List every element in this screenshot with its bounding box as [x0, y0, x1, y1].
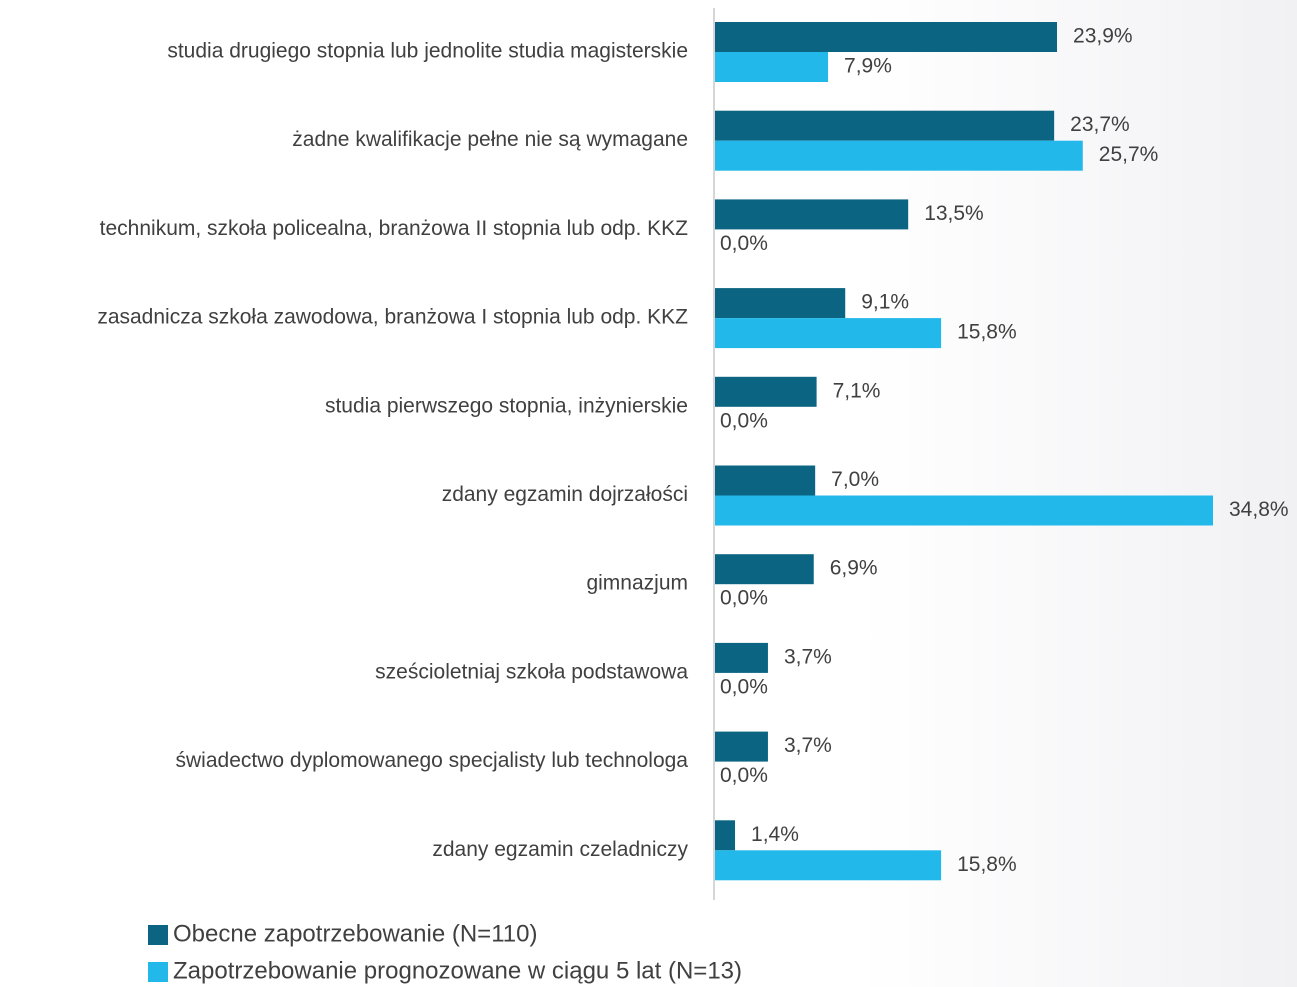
bar	[715, 318, 942, 349]
value-label: 3,7%	[784, 734, 832, 757]
value-label: 0,0%	[720, 587, 768, 610]
category-label: studia drugiego stopnia lub jednolite st…	[167, 40, 688, 63]
value-label: 0,0%	[720, 764, 768, 787]
bar	[715, 642, 768, 673]
category-label: żadne kwalifikacje pełne nie są wymagane	[292, 128, 688, 151]
value-label: 7,0%	[831, 468, 879, 491]
value-label: 9,1%	[861, 291, 909, 314]
value-label: 6,9%	[830, 557, 878, 580]
bar	[715, 199, 909, 230]
value-label: 34,8%	[1229, 498, 1289, 521]
category-label: zasadnicza szkoła zawodowa, branżowa I s…	[97, 306, 688, 329]
value-label: 0,0%	[720, 232, 768, 255]
legend-label: Obecne zapotrzebowanie (N=110)	[173, 920, 537, 947]
bar	[715, 52, 829, 82]
bar	[715, 288, 846, 319]
value-label: 15,8%	[957, 321, 1017, 344]
value-label: 23,9%	[1073, 25, 1133, 48]
bar	[715, 376, 817, 407]
category-label: świadectwo dyplomowanego specjalisty lub…	[176, 749, 689, 772]
category-label: zdany egzamin dojrzałości	[442, 483, 688, 506]
bar	[715, 140, 1083, 171]
bar	[715, 731, 768, 762]
legend-swatch	[148, 925, 168, 945]
value-label: 7,9%	[844, 55, 892, 78]
bar	[715, 850, 942, 881]
value-label: 25,7%	[1099, 143, 1159, 166]
category-label: sześcioletniaj szkoła podstawowa	[375, 660, 688, 683]
value-label: 7,1%	[833, 379, 881, 402]
value-label: 0,0%	[720, 675, 768, 698]
category-label: technikum, szkoła policealna, branżowa I…	[100, 217, 689, 240]
bar	[715, 465, 816, 496]
category-label: gimnazjum	[586, 572, 688, 595]
value-label: 23,7%	[1070, 113, 1130, 136]
legend-swatch	[148, 962, 168, 982]
category-label: zdany egzamin czeladniczy	[432, 838, 688, 861]
value-label: 15,8%	[957, 853, 1017, 876]
bar	[715, 554, 814, 585]
bar	[715, 820, 736, 851]
bar	[715, 22, 1058, 52]
value-label: 1,4%	[751, 823, 799, 846]
value-label: 3,7%	[784, 645, 832, 668]
legend-label: Zapotrzebowanie prognozowane w ciągu 5 l…	[173, 957, 742, 984]
value-label: 13,5%	[924, 202, 984, 225]
bar	[715, 495, 1213, 526]
category-label: studia pierwszego stopnia, inżynierskie	[325, 394, 688, 417]
bar	[715, 110, 1055, 141]
value-label: 0,0%	[720, 409, 768, 432]
